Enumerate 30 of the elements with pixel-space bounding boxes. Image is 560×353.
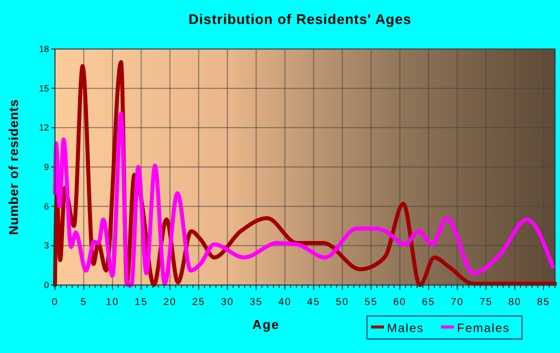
x-tick-label: 10: [106, 297, 120, 308]
x-tick-label: 85: [536, 297, 550, 308]
x-tick-label: 30: [220, 297, 234, 308]
y-tick-label: 12: [38, 122, 49, 133]
x-tick-label: 75: [479, 297, 493, 308]
x-tick-label: 65: [422, 297, 436, 308]
x-tick-label: 45: [307, 297, 320, 308]
x-tick-label: 80: [508, 297, 522, 308]
x-tick-label: 60: [393, 297, 406, 308]
y-tick-label: 15: [38, 83, 49, 94]
x-tick-label: 5: [80, 297, 88, 308]
y-tick-label: 3: [44, 240, 49, 251]
y-tick-label: 18: [38, 44, 49, 54]
y-axis-title: Number of residents: [6, 99, 21, 235]
x-tick-label: 0: [52, 297, 58, 308]
y-tick-label: 0: [44, 280, 49, 290]
y-tick-label: 6: [44, 201, 49, 212]
x-tick-label: 15: [134, 297, 148, 308]
x-tick-label: 55: [364, 297, 378, 308]
x-tick-label: 35: [250, 297, 263, 308]
chart-title: Distribution of Residents' Ages: [188, 11, 412, 27]
legend-label: Males: [387, 321, 424, 335]
x-axis-title: Age: [252, 317, 280, 332]
x-tick-label: 70: [450, 297, 464, 308]
x-tick-label: 50: [336, 297, 349, 308]
x-tick-label: 25: [192, 297, 206, 308]
y-tick-label: 9: [44, 162, 49, 172]
x-tick-label: 20: [163, 297, 177, 308]
legend-label: Females: [457, 321, 510, 335]
x-tick-label: 40: [278, 297, 292, 308]
